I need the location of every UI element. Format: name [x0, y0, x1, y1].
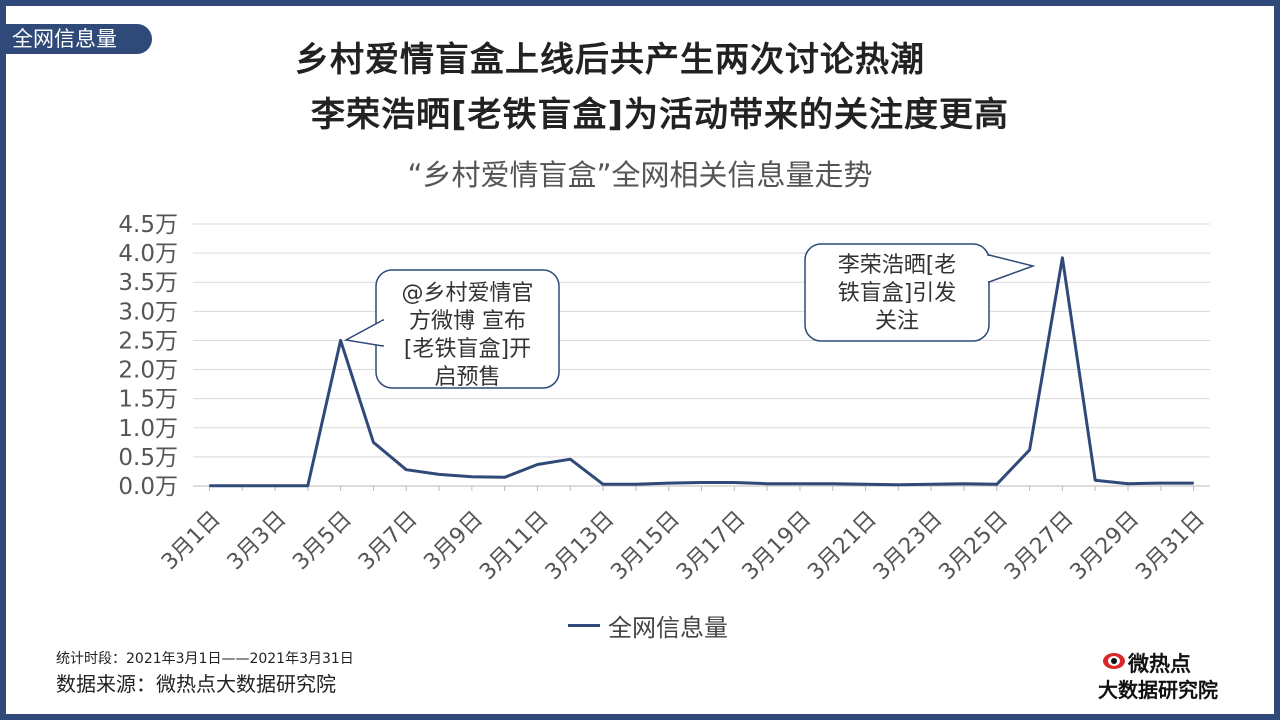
- data-point: [897, 484, 899, 486]
- callout-text: 启预售: [434, 365, 500, 390]
- data-point: [602, 483, 604, 485]
- y-tick-label: 2.0万: [118, 358, 178, 384]
- x-tick-label: 3月19日: [738, 507, 816, 585]
- data-point: [504, 476, 506, 478]
- x-tick-label: 3月21日: [803, 507, 881, 585]
- data-point: [996, 483, 998, 485]
- headline-line-2: 李荣浩晒[老铁盲盒]为活动带来的关注度更高: [310, 95, 1010, 135]
- series-line: [209, 256, 1194, 488]
- headline-line-1: 乡村爱情盲盒上线后共产生两次讨论热潮: [295, 40, 925, 80]
- x-tick-label: 3月5日: [288, 507, 357, 576]
- callout-text: [老铁盲盒]开: [404, 337, 531, 362]
- data-source: 数据来源：微热点大数据研究院: [56, 672, 336, 696]
- data-point: [208, 485, 210, 487]
- data-point: [274, 485, 276, 487]
- data-point: [438, 473, 440, 475]
- data-point: [307, 485, 309, 487]
- data-point: [701, 482, 702, 484]
- y-tick-label: 3.0万: [118, 299, 178, 325]
- logo-top-text: 微热点: [1128, 652, 1191, 676]
- x-tick-label: 3月15日: [606, 507, 684, 585]
- data-point: [1061, 257, 1063, 259]
- data-point: [1094, 479, 1096, 481]
- legend: 全网信息量: [568, 610, 728, 642]
- data-point: [668, 482, 670, 484]
- y-tick-label: 2.5万: [118, 328, 178, 354]
- y-tick-label: 3.5万: [118, 270, 178, 296]
- data-point: [865, 483, 867, 485]
- callout-box: [804, 243, 990, 342]
- x-axis-ticks: 3月1日3月3日3月5日3月7日3月9日3月11日3月13日3月15日3月17日…: [157, 486, 1210, 585]
- data-point: [372, 441, 374, 443]
- x-tick-label: 3月17日: [672, 507, 750, 585]
- x-tick-label: 3月29日: [1066, 507, 1144, 585]
- data-point: [766, 483, 768, 485]
- section-tag: 全网信息量: [6, 24, 152, 54]
- chart-title: “乡村爱情盲盒”全网相关信息量走势: [407, 158, 873, 192]
- x-tick-label: 3月7日: [354, 507, 423, 576]
- logo-bottom-text: 大数据研究院: [1098, 678, 1218, 702]
- series-layer: [208, 256, 1195, 488]
- data-point: [569, 458, 571, 460]
- data-point: [241, 485, 243, 487]
- callout-pointer: [343, 318, 384, 347]
- callout-text: 关注: [875, 309, 919, 334]
- data-point: [1193, 482, 1195, 484]
- data-point: [733, 482, 735, 484]
- data-point: [799, 483, 801, 485]
- y-tick-label: 0.0万: [118, 474, 178, 500]
- data-point: [1160, 482, 1162, 484]
- x-tick-label: 3月1日: [157, 507, 226, 576]
- callout-text: 方微博 宣布: [409, 309, 526, 334]
- data-point: [340, 339, 342, 341]
- data-point: [1029, 449, 1031, 451]
- y-tick-label: 4.5万: [118, 212, 178, 238]
- y-tick-label: 1.5万: [118, 387, 178, 413]
- x-tick-label: 3月11日: [475, 507, 553, 585]
- x-tick-label: 3月25日: [935, 507, 1013, 585]
- x-tick-label: 3月31日: [1131, 507, 1209, 585]
- callout-text: 铁盲盒]引发: [838, 281, 957, 306]
- y-tick-label: 0.5万: [118, 445, 178, 471]
- callout-text: 李荣浩晒[老: [838, 253, 957, 278]
- gridlines: [193, 223, 1210, 487]
- x-tick-label: 3月23日: [869, 507, 947, 585]
- legend-label: 全网信息量: [608, 613, 728, 642]
- y-axis-ticks: 0.0万 0.5万 1.0万 1.5万 2.0万 2.5万 3.0万 3.5万 4.0万 4.5万: [118, 212, 178, 500]
- brand-logo: 微热点 大数据研究院: [1098, 648, 1238, 702]
- eye-icon: [1103, 653, 1125, 669]
- data-point: [405, 469, 407, 471]
- callout-pointer: [988, 254, 1036, 284]
- data-point: [471, 476, 473, 478]
- x-tick-label: 3月27日: [1000, 507, 1078, 585]
- y-tick-label: 1.0万: [118, 416, 178, 442]
- data-point: [1127, 483, 1129, 485]
- data-point: [635, 483, 637, 485]
- stat-period: 统计时段：2021年3月1日——2021年3月31日: [56, 651, 354, 667]
- data-point: [963, 483, 965, 485]
- x-tick-label: 3月3日: [223, 507, 292, 576]
- legend-swatch: [568, 623, 600, 627]
- data-point: [930, 483, 932, 485]
- y-tick-label: 4.0万: [118, 241, 178, 267]
- data-point: [832, 483, 834, 485]
- data-point: [536, 463, 538, 465]
- callout-text: @乡村爱情官: [401, 281, 533, 306]
- x-tick-label: 3月13日: [541, 507, 619, 585]
